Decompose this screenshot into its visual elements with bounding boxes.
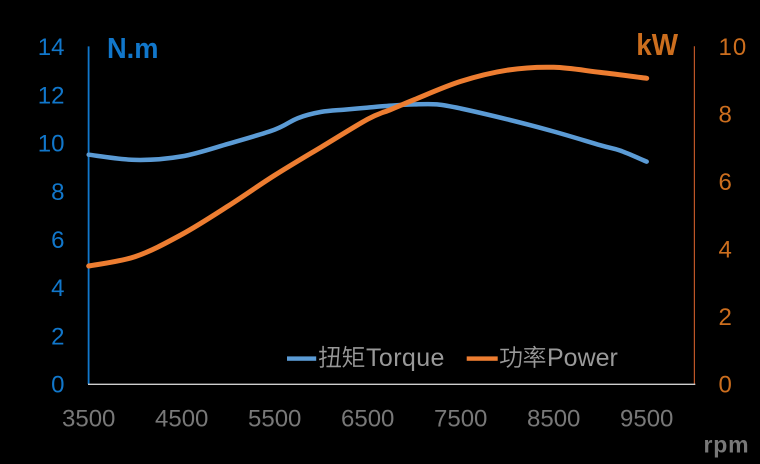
svg-text:10: 10 <box>38 131 65 158</box>
svg-text:4: 4 <box>719 237 732 264</box>
svg-text:2: 2 <box>719 304 732 331</box>
svg-text:12: 12 <box>38 82 65 109</box>
svg-text:8: 8 <box>51 179 64 206</box>
svg-text:5500: 5500 <box>248 406 301 433</box>
svg-text:Power: Power <box>547 344 618 372</box>
svg-text:rpm: rpm <box>704 432 750 458</box>
svg-text:2: 2 <box>51 324 64 351</box>
svg-text:3500: 3500 <box>62 406 115 433</box>
svg-text:N.m: N.m <box>107 33 159 65</box>
svg-text:7500: 7500 <box>434 406 487 433</box>
svg-text:4: 4 <box>51 275 64 302</box>
svg-text:6: 6 <box>719 169 732 196</box>
svg-text:14: 14 <box>38 34 65 61</box>
svg-text:6500: 6500 <box>341 406 394 433</box>
svg-text:0: 0 <box>51 372 64 399</box>
svg-text:10: 10 <box>719 34 748 61</box>
svg-text:0: 0 <box>719 372 732 399</box>
svg-text:8500: 8500 <box>527 406 580 433</box>
svg-text:4500: 4500 <box>155 406 208 433</box>
svg-text:6: 6 <box>51 227 64 254</box>
svg-text:kW: kW <box>636 27 678 62</box>
svg-text:9500: 9500 <box>620 406 673 433</box>
svg-text:8: 8 <box>719 102 732 129</box>
svg-text:Torque: Torque <box>366 344 445 372</box>
